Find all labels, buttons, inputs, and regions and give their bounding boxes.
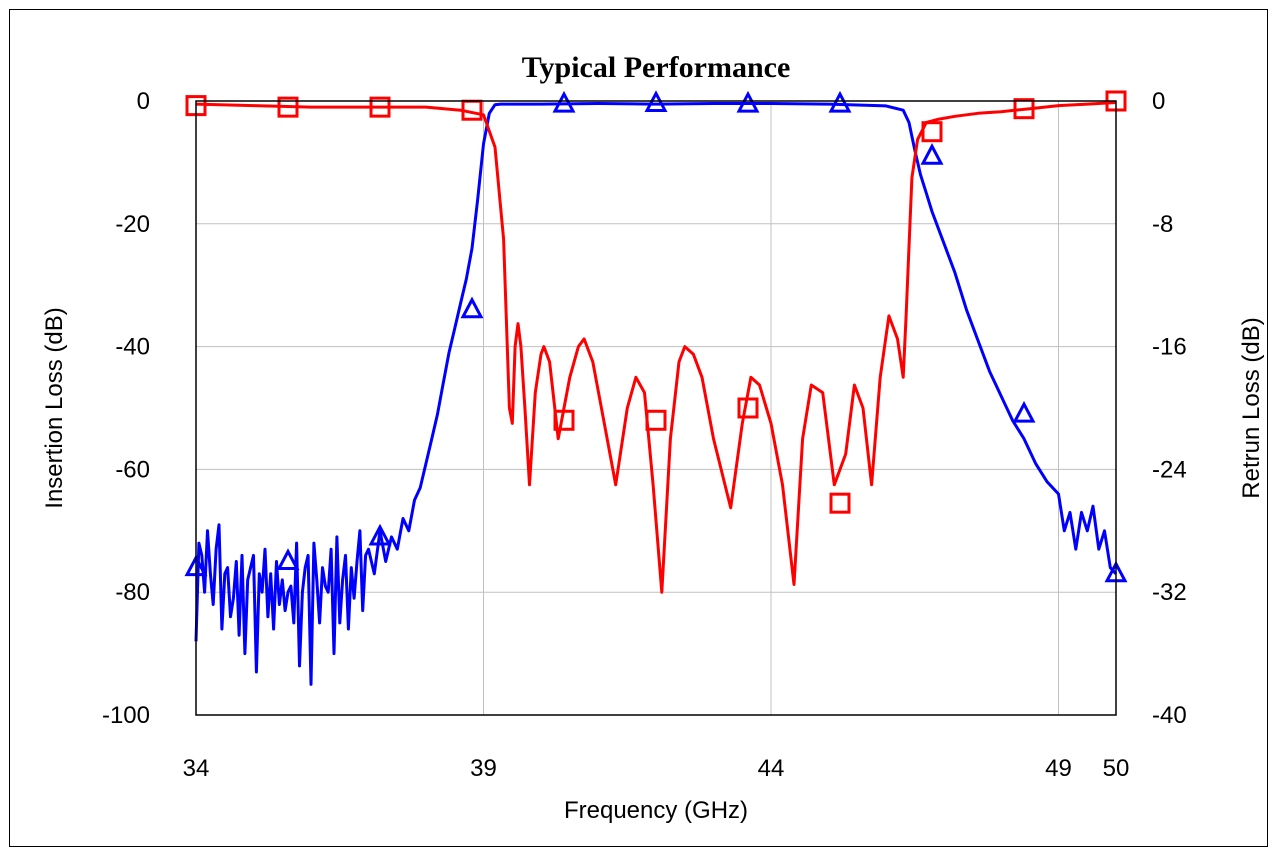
- triangle-marker: [1012, 400, 1036, 423]
- tick-labels-layer: 0 0 -20 -8 -40 -16 -60 -24 -80 -32 -100 -40 34 39 44 49…: [102, 88, 1187, 782]
- y-tick-label-left: -100: [102, 702, 150, 729]
- square-marker: [921, 121, 943, 143]
- y-tick-label-right: -24: [1152, 456, 1187, 483]
- chart-title: Typical Performance: [522, 51, 791, 84]
- triangle-marker: [368, 523, 392, 546]
- x-tick-label: 44: [758, 755, 785, 782]
- y-axis-label-left: Insertion Loss (dB): [41, 307, 68, 508]
- x-tick-label: 34: [183, 755, 210, 782]
- square-marker: [277, 96, 299, 118]
- triangle-marker: [736, 90, 760, 113]
- square-marker: [553, 409, 575, 431]
- square-marker: [645, 409, 667, 431]
- y-tick-label-left: -40: [115, 334, 150, 361]
- triangle-marker: [920, 143, 944, 165]
- triangle-marker: [828, 90, 852, 113]
- x-tick-label: 50: [1103, 755, 1130, 782]
- square-marker: [829, 492, 851, 514]
- x-axis-label: Frequency (GHz): [564, 797, 748, 824]
- y-tick-label-left: -60: [115, 456, 150, 483]
- triangle-marker: [644, 90, 668, 112]
- triangle-marker: [460, 296, 484, 319]
- triangle-marker: [276, 548, 300, 570]
- y-tick-label-right: 0: [1152, 88, 1165, 115]
- plot-area-border: [195, 100, 1117, 716]
- series-line-1: [194, 102, 1118, 686]
- y-tick-label-right: -8: [1152, 211, 1173, 238]
- square-marker: [1013, 98, 1035, 120]
- y-tick-label-right: -40: [1152, 702, 1187, 729]
- x-tick-label: 49: [1045, 755, 1072, 782]
- y-tick-label-left: 0: [137, 88, 150, 115]
- y-tick-label-left: -20: [115, 211, 150, 238]
- series-layer: [184, 90, 1128, 686]
- square-marker: [737, 397, 759, 419]
- y-tick-label-right: -32: [1152, 579, 1187, 606]
- y-axis-label-right: Retrun Loss (dB): [1238, 317, 1265, 498]
- triangle-marker: [552, 90, 576, 113]
- series-group-1: [184, 90, 1128, 686]
- y-tick-label-left: -80: [115, 579, 150, 606]
- square-marker: [369, 96, 391, 118]
- x-tick-label: 39: [470, 755, 497, 782]
- y-tick-label-right: -16: [1152, 334, 1187, 361]
- series-line-2: [195, 101, 1117, 594]
- outer-border: [9, 9, 1268, 847]
